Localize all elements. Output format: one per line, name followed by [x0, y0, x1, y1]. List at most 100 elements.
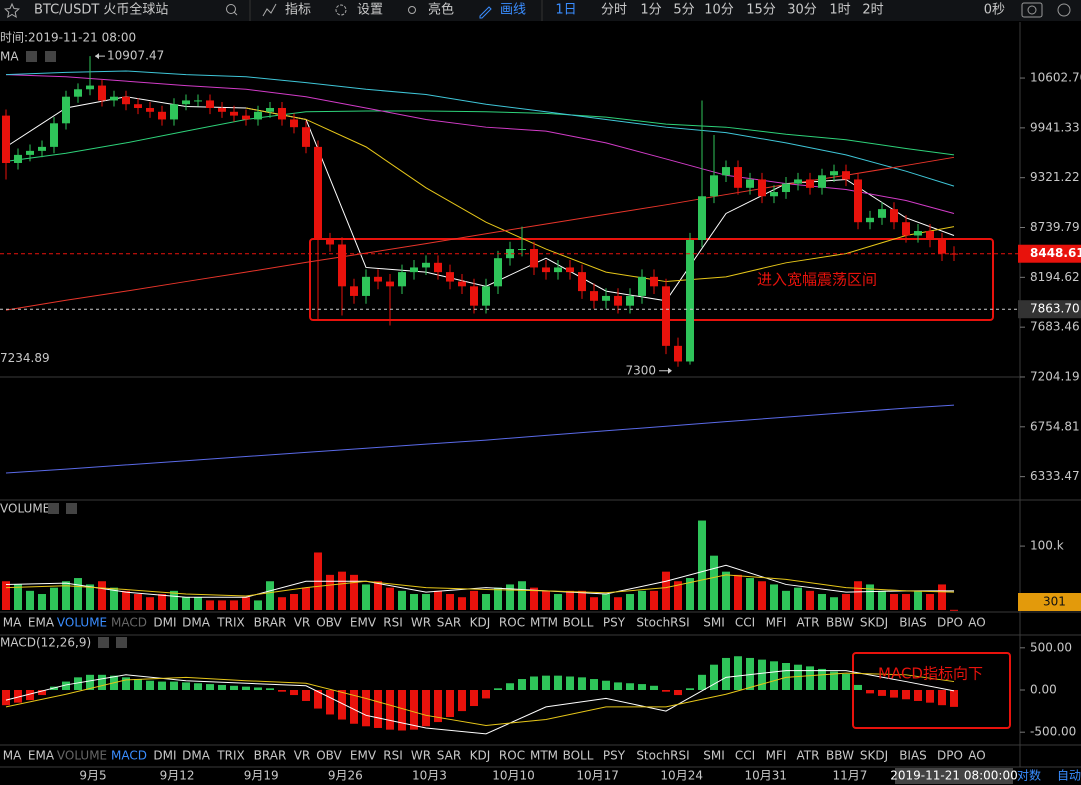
indicator-tab[interactable]: BOLL — [563, 749, 594, 763]
indicator-tab[interactable]: SAR — [437, 616, 461, 630]
indicator-tab[interactable]: SKDJ — [860, 749, 888, 763]
indicator-tab[interactable]: MFI — [766, 749, 787, 763]
indicator-tab[interactable]: ATR — [797, 749, 820, 763]
macd-bar — [374, 690, 382, 728]
indicator-tab[interactable]: DMA — [182, 749, 211, 763]
indicator-tab[interactable]: MTM — [530, 749, 558, 763]
toolbar-button[interactable]: 指标 — [285, 3, 311, 18]
indicator-tab[interactable]: MACD — [111, 616, 147, 630]
volume-bar — [890, 594, 898, 610]
volume-bar — [302, 587, 310, 610]
volume-bar — [38, 594, 46, 610]
period-button[interactable]: 10分 — [704, 3, 734, 18]
settings-icon[interactable] — [98, 637, 109, 648]
x-tick-label: 10月24 — [660, 769, 703, 783]
indicator-tab[interactable]: EMA — [28, 616, 55, 630]
indicator-tab[interactable]: KDJ — [470, 749, 491, 763]
indicator-tab[interactable]: DPO — [937, 749, 963, 763]
candle-body — [842, 171, 850, 180]
period-button[interactable]: 2时 — [862, 3, 883, 18]
indicator-tab[interactable]: MA — [3, 749, 22, 763]
x-tick-label: 9月26 — [328, 769, 363, 783]
candle-body — [314, 146, 322, 240]
indicator-tab[interactable]: VOLUME — [57, 749, 107, 763]
search-icon[interactable] — [226, 4, 236, 14]
indicator-tab[interactable]: AO — [968, 616, 985, 630]
indicator-tab[interactable]: SMI — [703, 616, 725, 630]
candle-body — [590, 291, 598, 301]
indicator-tab[interactable]: BIAS — [899, 749, 927, 763]
indicator-tab[interactable]: BRAR — [254, 749, 287, 763]
volume-bar — [854, 581, 862, 610]
axis-button[interactable]: 对数 — [1017, 768, 1041, 783]
indicator-tab[interactable]: SAR — [437, 749, 461, 763]
indicator-tab[interactable]: WR — [411, 616, 431, 630]
toolbar-button[interactable]: 亮色 — [428, 2, 454, 18]
toolbar-button[interactable]: 设置 — [357, 3, 383, 18]
period-button[interactable]: 分时 — [601, 3, 627, 18]
indicator-tab[interactable]: MTM — [530, 616, 558, 630]
indicator-tab[interactable]: MACD — [111, 749, 147, 763]
indicator-tab[interactable]: DMA — [182, 616, 211, 630]
indicator-tab[interactable]: EMV — [350, 616, 377, 630]
range-box — [309, 238, 994, 321]
indicator-tab[interactable]: PSY — [603, 749, 626, 763]
indicator-tab[interactable]: DMI — [153, 749, 176, 763]
period-button[interactable]: 1时 — [829, 3, 850, 18]
indicator-tab[interactable]: BBW — [826, 749, 854, 763]
settings-icon[interactable] — [48, 503, 59, 514]
indicator-tab[interactable]: ATR — [797, 616, 820, 630]
settings-icon[interactable] — [26, 51, 37, 62]
more-icon[interactable] — [1057, 3, 1071, 17]
indicator-tab[interactable]: TRIX — [216, 749, 244, 763]
period-button[interactable]: 15分 — [746, 3, 776, 18]
indicator-tab[interactable]: BIAS — [899, 616, 927, 630]
indicator-tab[interactable]: OBV — [316, 749, 342, 763]
indicator-tab[interactable]: DPO — [937, 616, 963, 630]
indicator-tab[interactable]: WR — [411, 749, 431, 763]
indicator-tab[interactable]: RSI — [383, 749, 403, 763]
indicator-tab[interactable]: SKDJ — [860, 616, 888, 630]
indicator-tab[interactable]: RSI — [383, 616, 403, 630]
indicator-tab[interactable]: SMI — [703, 749, 725, 763]
indicator-tab[interactable]: DMI — [153, 616, 176, 630]
indicator-tab[interactable]: OBV — [316, 616, 342, 630]
close-icon[interactable] — [66, 503, 77, 514]
indicator-tab[interactable]: BRAR — [254, 616, 287, 630]
indicator-tab[interactable]: MA — [3, 616, 22, 630]
indicator-tab[interactable]: VR — [294, 616, 311, 630]
period-button[interactable]: 30分 — [787, 3, 817, 18]
indicator-tab[interactable]: CCI — [735, 616, 755, 630]
indicator-tab[interactable]: ROC — [499, 616, 525, 630]
indicator-tab[interactable]: VR — [294, 749, 311, 763]
indicator-tab[interactable]: KDJ — [470, 616, 491, 630]
indicator-tab[interactable]: EMV — [350, 749, 377, 763]
toolbar-button[interactable]: 画线 — [500, 3, 526, 18]
macd-bar — [650, 685, 658, 690]
star-icon[interactable] — [4, 2, 20, 19]
volume-bar — [518, 581, 526, 610]
indicator-tab[interactable]: MFI — [766, 616, 787, 630]
indicator-tab[interactable]: VOLUME — [57, 616, 107, 630]
indicator-tab[interactable]: BOLL — [563, 616, 594, 630]
volume-bar — [578, 590, 586, 610]
close-icon[interactable] — [116, 637, 127, 648]
volume-bar — [914, 590, 922, 610]
indicator-tab[interactable]: BBW — [826, 616, 854, 630]
indicator-tab[interactable]: StochRSI — [636, 749, 689, 763]
indicator-tab[interactable]: ROC — [499, 749, 525, 763]
period-button[interactable]: 1日 — [555, 3, 576, 18]
indicator-tab[interactable]: AO — [968, 749, 985, 763]
axis-button[interactable]: 自动 — [1057, 769, 1081, 783]
indicator-tab[interactable]: CCI — [735, 749, 755, 763]
indicator-tab[interactable]: TRIX — [216, 616, 244, 630]
period-button[interactable]: 1分 — [640, 3, 661, 18]
candle-body — [758, 179, 766, 197]
indicator-tab[interactable]: EMA — [28, 749, 55, 763]
period-button[interactable]: 5分 — [673, 3, 694, 18]
indicator-tab[interactable]: StochRSI — [636, 616, 689, 630]
camera-icon[interactable] — [1021, 2, 1043, 18]
indicator-tab[interactable]: PSY — [603, 616, 626, 630]
close-icon[interactable] — [45, 51, 56, 62]
indicator-icon — [262, 3, 277, 17]
